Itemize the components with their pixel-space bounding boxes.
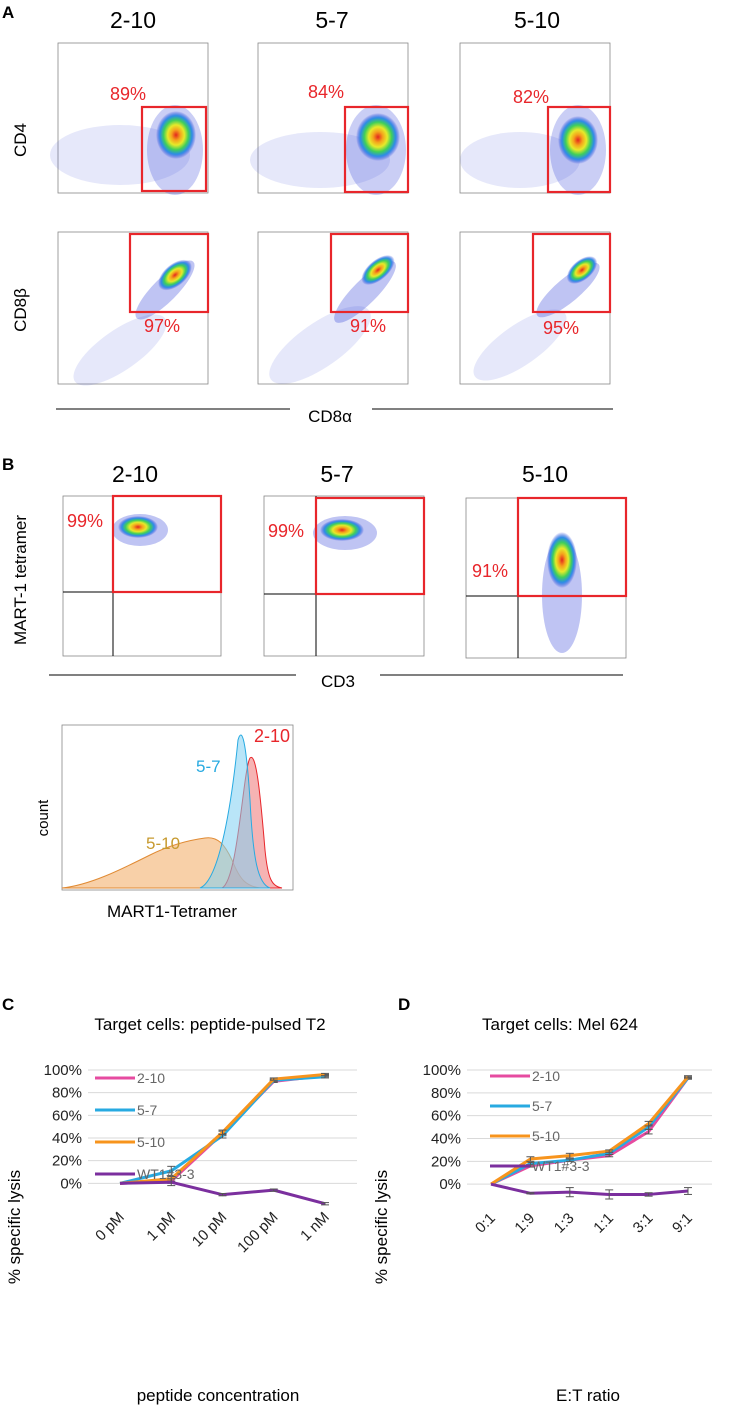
panel-letter-c: C bbox=[2, 995, 14, 1014]
chart-d-legend-label: 5-10 bbox=[532, 1128, 560, 1144]
chart-d-legend-label: WT1#3-3 bbox=[532, 1158, 590, 1174]
chart-d-series-line-wt133 bbox=[490, 1182, 689, 1196]
chart-d-xtick-label: 0:1 bbox=[472, 1210, 499, 1237]
count-axis-label: count bbox=[35, 799, 52, 837]
chart-d-ylabel: % specific lysis bbox=[372, 1170, 391, 1284]
chart-d-ytick-label: 100% bbox=[423, 1062, 461, 1079]
chart-c-ylabel: % specific lysis bbox=[5, 1170, 24, 1284]
tetramer-gate-5-7 bbox=[314, 496, 426, 596]
tetramer-plot-2-10: 99% bbox=[62, 494, 223, 657]
cd4-percent-5-7: 84% bbox=[308, 82, 344, 102]
hist-label-5-10: 5-10 bbox=[146, 834, 180, 853]
tetramer-plot-5-7: 99% bbox=[263, 495, 426, 657]
tetramer-gate-2-10 bbox=[111, 494, 223, 594]
chart-d-legend-label: 5-7 bbox=[532, 1098, 552, 1114]
chart-d-xlabel: E:T ratio bbox=[556, 1386, 620, 1405]
chart-d-legend-label: 2-10 bbox=[532, 1068, 560, 1084]
chart-c-ytick-label: 60% bbox=[52, 1107, 82, 1124]
chart-c-legend-label: 5-10 bbox=[137, 1134, 165, 1150]
tetramer-gate-5-10 bbox=[516, 496, 628, 598]
chart-c-plot: 0% 20% 40% 60% 80% 100% 0 pM 1 pM 10 pM 100 pM 1 n… bbox=[44, 1062, 357, 1256]
cd4-axis-label: CD4 bbox=[11, 123, 30, 157]
chart-d-title: Target cells: Mel 624 bbox=[482, 1015, 638, 1034]
cd4-gate-5-10 bbox=[546, 105, 612, 194]
cd8b-plot-5-7: 91% bbox=[257, 231, 410, 385]
chart-d-xtick-label: 1:3 bbox=[551, 1210, 578, 1237]
chart-c-legend-label: 2-10 bbox=[137, 1070, 165, 1086]
panel-letter-a: A bbox=[2, 3, 14, 22]
b-title-5-7: 5-7 bbox=[320, 461, 353, 487]
chart-c-title: Target cells: peptide-pulsed T2 bbox=[94, 1015, 325, 1034]
cd8b-percent-2-10: 97% bbox=[144, 316, 180, 336]
chart-d-xtick-label: 1:1 bbox=[590, 1210, 617, 1237]
tetramer-histogram: 2-10 5-7 5-10 bbox=[61, 724, 294, 891]
panel-a-column-titles: 2-10 5-7 5-10 bbox=[110, 7, 560, 33]
chart-c-xtick-label: 0 pM bbox=[92, 1209, 128, 1245]
clone-title-5-10: 5-10 bbox=[514, 7, 560, 33]
panel-letter-b: B bbox=[2, 455, 14, 474]
chart-d-ytick-label: 60% bbox=[431, 1108, 461, 1125]
mart1-axis-label: MART-1 tetramer bbox=[11, 515, 30, 645]
panel-b-column-titles: 2-10 5-7 5-10 bbox=[112, 461, 568, 487]
cd8a-axis-label: CD8α bbox=[308, 407, 352, 426]
clone-title-5-7: 5-7 bbox=[315, 7, 348, 33]
cd8b-percent-5-7: 91% bbox=[350, 316, 386, 336]
tetramer-percent-5-7: 99% bbox=[268, 521, 304, 541]
clone-title-2-10: 2-10 bbox=[110, 7, 156, 33]
chart-d-xtick-label: 3:1 bbox=[630, 1210, 657, 1237]
chart-c-ytick-label: 0% bbox=[60, 1175, 82, 1192]
b-title-5-10: 5-10 bbox=[522, 461, 568, 487]
chart-d-xtick-label: 9:1 bbox=[669, 1210, 696, 1237]
chart-c-ytick-label: 40% bbox=[52, 1130, 82, 1147]
tetramer-percent-2-10: 99% bbox=[67, 511, 103, 531]
cd4-percent-5-10: 82% bbox=[513, 87, 549, 107]
cd4-plot-5-7: 84% bbox=[250, 42, 410, 195]
cd8b-plot-5-10: 95% bbox=[459, 231, 612, 385]
chart-c-xtick-label: 1 nM bbox=[297, 1209, 333, 1245]
cd4-gate-5-7 bbox=[343, 105, 410, 194]
chart-c-xtick-label: 100 pM bbox=[234, 1209, 281, 1256]
cd4-plot-5-10: 82% bbox=[459, 42, 612, 195]
hist-label-5-7: 5-7 bbox=[196, 757, 221, 776]
chart-d-xtick-label: 1:9 bbox=[511, 1210, 538, 1237]
chart-c-ytick-label: 80% bbox=[52, 1085, 82, 1102]
chart-c-xlabel: peptide concentration bbox=[137, 1386, 300, 1405]
cd4-gate-2-10 bbox=[140, 105, 208, 193]
chart-c-legend-label: 5-7 bbox=[137, 1102, 157, 1118]
chart-c-xtick-label: 10 pM bbox=[189, 1209, 231, 1251]
chart-d-series-line-510 bbox=[490, 1075, 690, 1186]
chart-c-series-line-wt133 bbox=[119, 1180, 326, 1206]
chart-d-ytick-label: 40% bbox=[431, 1131, 461, 1148]
chart-c-xtick-label: 1 pM bbox=[143, 1209, 179, 1245]
hist-5-7 bbox=[199, 734, 271, 889]
cd8b-gate-5-10 bbox=[531, 232, 612, 314]
cd8b-gate-5-7 bbox=[329, 232, 410, 314]
cd8b-plot-2-10: 97% bbox=[57, 231, 210, 386]
cd4-percent-2-10: 89% bbox=[110, 84, 146, 104]
chart-d-ytick-label: 20% bbox=[431, 1153, 461, 1170]
cd3-axis-label: CD3 bbox=[321, 672, 355, 691]
cd8b-axis-label: CD8β bbox=[11, 288, 30, 332]
chart-d-plot: 0% 20% 40% 60% 80% 100% 0:1 1:9 1:3 1:1 3:1 9:1 2-10… bbox=[423, 1062, 712, 1237]
histogram-x-label: MART1-Tetramer bbox=[107, 902, 237, 921]
cd8b-gate-2-10 bbox=[128, 232, 210, 314]
chart-c-ytick-label: 100% bbox=[44, 1062, 82, 1079]
cd8b-percent-5-10: 95% bbox=[543, 318, 579, 338]
hist-label-2-10: 2-10 bbox=[254, 726, 290, 746]
chart-c-legend-label: WT1#3-3 bbox=[137, 1166, 195, 1182]
tetramer-percent-5-10: 91% bbox=[472, 561, 508, 581]
b-title-2-10: 2-10 bbox=[112, 461, 158, 487]
tetramer-plot-5-10: 91% bbox=[465, 496, 628, 659]
chart-c-ytick-label: 20% bbox=[52, 1153, 82, 1170]
chart-d-ytick-label: 0% bbox=[439, 1176, 461, 1193]
cd4-plot-2-10: 89% bbox=[50, 42, 209, 195]
chart-d-ytick-label: 80% bbox=[431, 1085, 461, 1102]
panel-letter-d: D bbox=[398, 995, 410, 1014]
